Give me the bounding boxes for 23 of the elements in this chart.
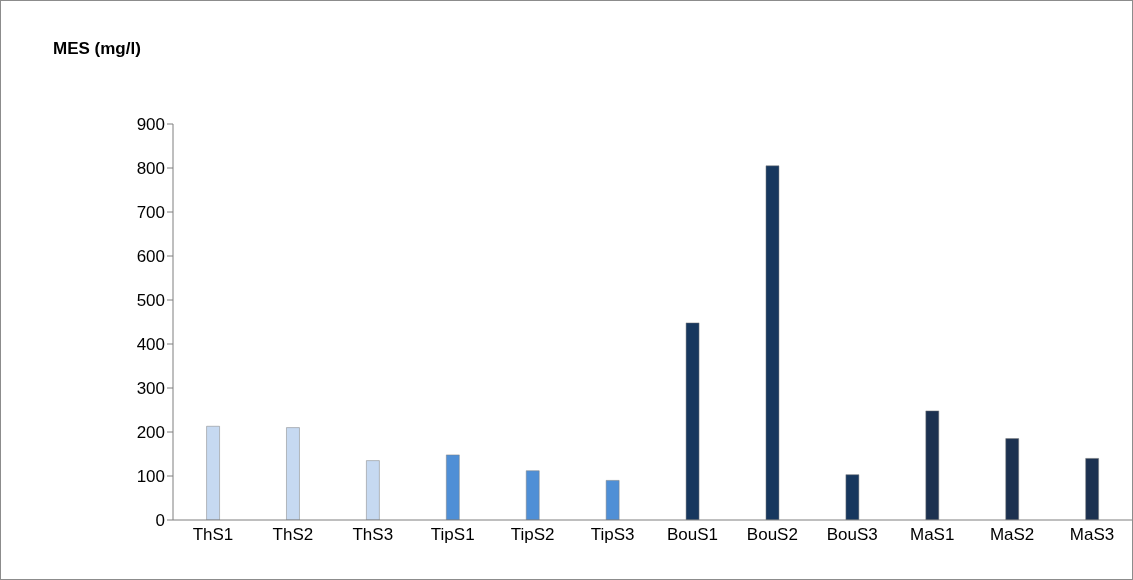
y-axis-title: MES (mg/l) xyxy=(53,39,141,59)
y-tick-label: 700 xyxy=(136,203,165,223)
x-tick-label: TipS3 xyxy=(590,525,635,545)
x-tick-label: ThS2 xyxy=(272,525,314,545)
y-tick-label: 100 xyxy=(136,467,165,487)
x-tick-label: MaS1 xyxy=(910,525,955,545)
x-tick-label: ThS1 xyxy=(192,525,234,545)
x-tick-label: TipS1 xyxy=(430,525,475,545)
y-tick-label: 400 xyxy=(136,335,165,355)
x-tick-label: BouS1 xyxy=(666,525,718,545)
x-tick-label: MaS3 xyxy=(1069,525,1115,545)
x-tick-label: ThS3 xyxy=(352,525,394,545)
y-tick-label: 300 xyxy=(136,379,165,399)
y-tick-label: 600 xyxy=(136,247,165,267)
x-tick-label: BouS2 xyxy=(746,525,798,545)
y-tick-label: 800 xyxy=(136,159,165,179)
y-tick-label: 0 xyxy=(155,511,165,531)
y-tick-label: 900 xyxy=(136,115,165,135)
x-tick-label: MaS2 xyxy=(989,525,1035,545)
y-tick-label: 500 xyxy=(136,291,165,311)
x-tick-label: BouS3 xyxy=(826,525,878,545)
x-tick-label: TipS2 xyxy=(510,525,555,545)
y-tick-label: 200 xyxy=(136,423,165,443)
